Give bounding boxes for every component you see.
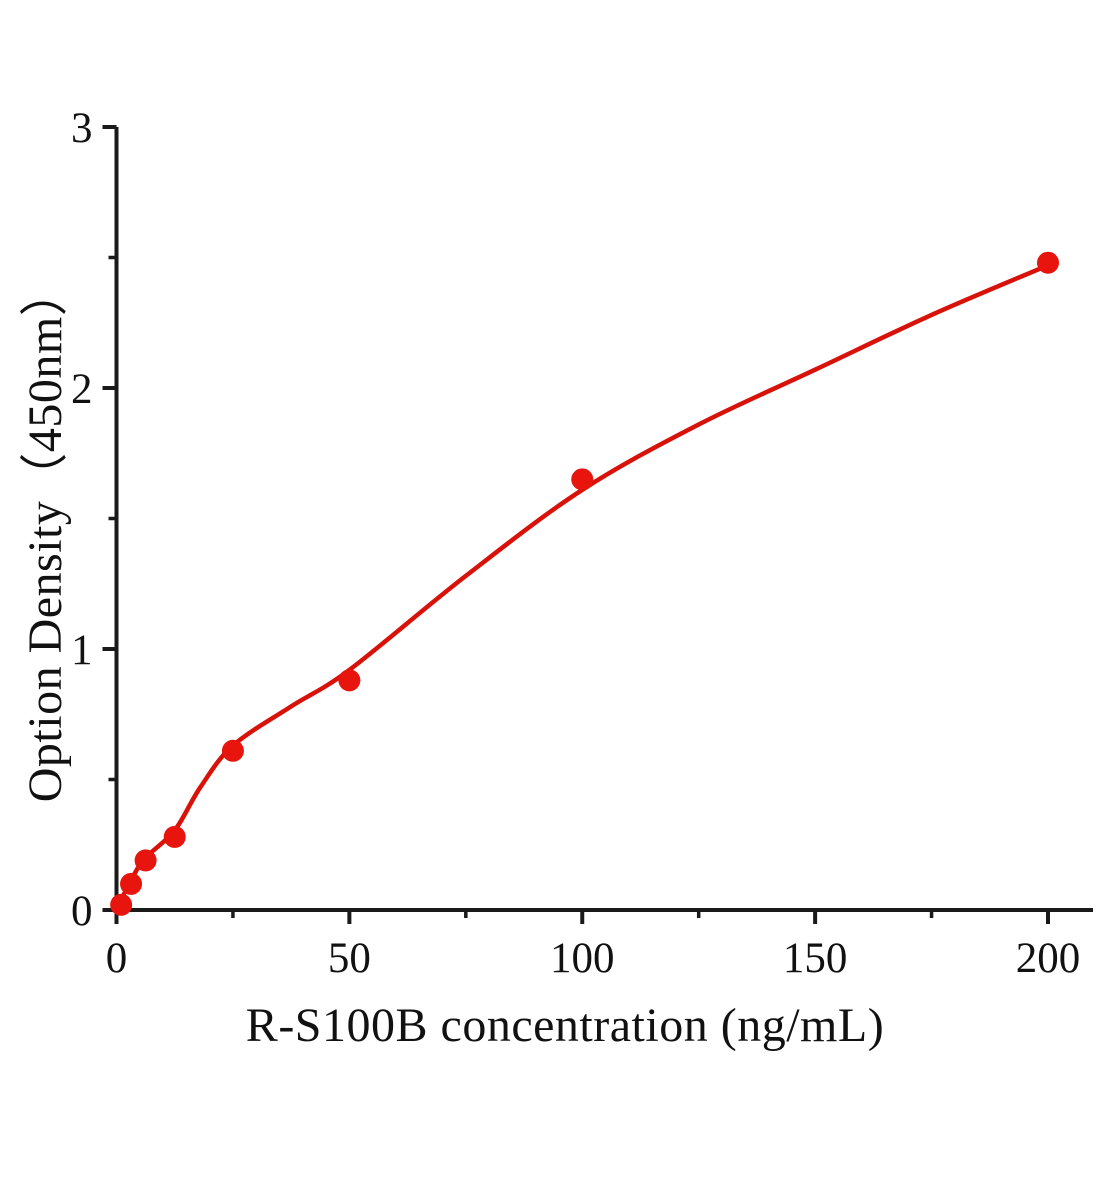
x-tick-label: 0 xyxy=(106,935,128,982)
y-tick-label: 3 xyxy=(71,105,93,152)
data-point xyxy=(134,849,157,872)
data-point xyxy=(571,468,594,491)
x-tick-label: 200 xyxy=(1016,935,1081,982)
y-tick-label: 1 xyxy=(71,627,93,674)
fitted-curve-path xyxy=(114,263,1049,911)
data-point xyxy=(1037,251,1059,274)
data-point xyxy=(110,893,133,916)
y-tick-label: 0 xyxy=(71,888,93,935)
x-tick-label: 150 xyxy=(783,935,848,982)
data-point xyxy=(338,669,361,692)
data-point xyxy=(120,872,143,895)
data-point xyxy=(163,825,186,848)
x-tick-label: 50 xyxy=(328,935,371,982)
y-axis-title: Option Density（450nm） xyxy=(19,267,72,803)
y-tick-label: 2 xyxy=(71,366,93,413)
x-axis-title: R-S100B concentration (ng/mL) xyxy=(245,999,885,1052)
x-tick-label: 100 xyxy=(550,935,615,982)
data-point xyxy=(221,739,244,762)
